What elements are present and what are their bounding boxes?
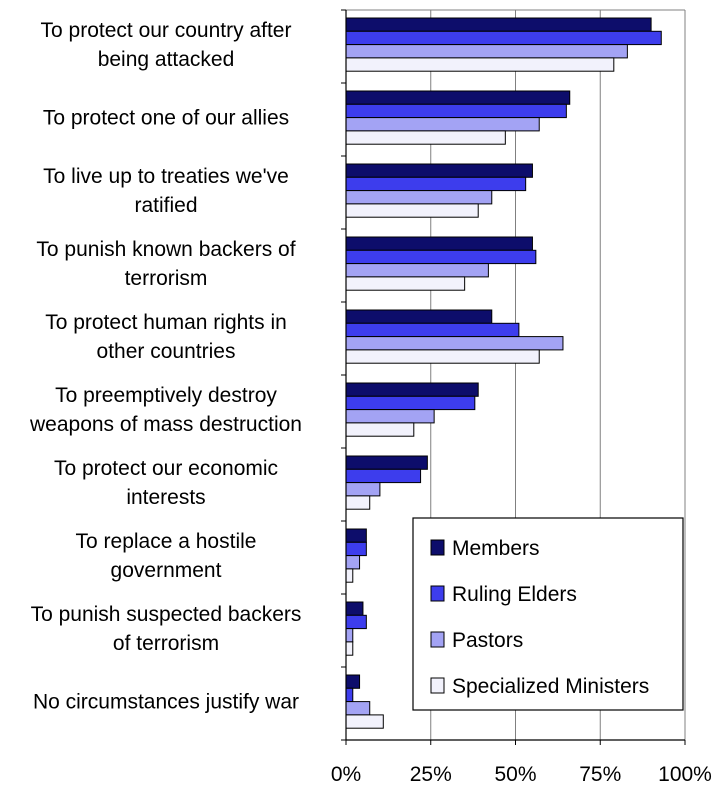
bar-specialized-ministers [345, 641, 354, 656]
bar-members [345, 17, 652, 32]
axes [341, 9, 686, 745]
bar-members [345, 309, 493, 324]
legend: Members Ruling Elders Pastors Specialized M… [412, 517, 684, 711]
bar-ruling-elders [345, 103, 567, 119]
category-label-line: No circumstances justify war [33, 691, 299, 714]
bar-specialized-ministers [345, 714, 384, 729]
legend-swatch [430, 677, 445, 694]
category-label: To punish suspected backers of terrorism [31, 603, 302, 655]
bar-members [345, 455, 428, 470]
category-label-line: other countries [97, 340, 236, 363]
bar-specialized-ministers [345, 349, 540, 364]
bar-specialized-ministers [345, 57, 615, 72]
category-label: To live up to treaties we've ratified [43, 165, 289, 217]
bar-members [345, 674, 361, 689]
bar-specialized-ministers [345, 495, 371, 510]
bar-pastors [345, 44, 628, 59]
x-tick-label: 0% [331, 763, 361, 786]
legend-box [412, 517, 684, 711]
bar-specialized-ministers [345, 568, 354, 583]
bar-ruling-elders [345, 176, 527, 192]
legend-swatch [430, 631, 445, 648]
bar-specialized-ministers [345, 130, 506, 145]
x-tick-label: 50% [494, 763, 536, 786]
bar-members [345, 382, 479, 397]
legend-label: Pastors [452, 629, 523, 652]
category-label-line: To punish known backers of [36, 238, 295, 261]
bar-pastors [345, 117, 540, 132]
category-label-line: interests [126, 486, 205, 509]
category-label: To protect our economic interests [54, 457, 278, 509]
bar-specialized-ministers [345, 276, 466, 291]
category-label: To preemptively destroy weapons of mass d… [29, 384, 302, 436]
category-label-line: To replace a hostile [76, 530, 257, 553]
category-label-line: To preemptively destroy [55, 384, 277, 407]
bars [345, 17, 662, 729]
bar-ruling-elders [345, 468, 422, 484]
category-label-line: To protect human rights in [45, 311, 287, 334]
category-label-line: To punish suspected backers [31, 603, 302, 626]
category-label-line: government [111, 559, 222, 582]
x-tick-label: 75% [579, 763, 621, 786]
legend-label: Specialized Ministers [452, 675, 649, 698]
category-label-line: of terrorism [113, 632, 219, 655]
bar-pastors [345, 190, 493, 205]
category-label: To replace a hostile government [76, 530, 257, 582]
category-label: No circumstances justify war [33, 691, 299, 714]
bar-ruling-elders [345, 614, 367, 630]
bar-members [345, 601, 364, 616]
bar-members [345, 90, 571, 105]
category-label-line: ratified [134, 194, 197, 217]
legend-label: Members [452, 537, 540, 560]
category-labels: To protect our country after being attack… [29, 19, 302, 714]
bar-pastors [345, 555, 361, 570]
bar-ruling-elders [345, 249, 537, 265]
category-label-line: being attacked [98, 48, 235, 71]
bar-ruling-elders [345, 322, 520, 338]
bar-ruling-elders [345, 541, 367, 557]
x-tick-label: 100% [658, 763, 712, 786]
category-label-line: To live up to treaties we've [43, 165, 289, 188]
category-label: To punish known backers of terrorism [36, 238, 295, 290]
bar-pastors [345, 263, 489, 278]
category-label-line: To protect our economic [54, 457, 278, 480]
bar-members [345, 163, 533, 178]
bar-specialized-ministers [345, 422, 415, 437]
bar-pastors [345, 482, 381, 497]
category-label-line: weapons of mass destruction [29, 413, 302, 436]
legend-swatch [430, 539, 445, 556]
bar-pastors [345, 628, 354, 643]
category-label-line: To protect one of our allies [43, 107, 289, 130]
category-label-line: terrorism [125, 267, 208, 290]
bar-members [345, 528, 367, 543]
legend-swatch [430, 585, 445, 602]
x-tick-label: 25% [410, 763, 452, 786]
category-label: To protect one of our allies [43, 107, 289, 130]
bar-specialized-ministers [345, 203, 479, 218]
bar-pastors [345, 336, 564, 351]
bar-ruling-elders [345, 687, 354, 703]
bar-members [345, 236, 533, 251]
tick-labels: 0% 25% 50% 75% 100% [331, 763, 712, 786]
legend-label: Ruling Elders [452, 583, 577, 606]
bar-ruling-elders [345, 395, 476, 411]
category-label: To protect human rights in other countrie… [45, 311, 287, 363]
bar-pastors [345, 701, 371, 716]
category-label-line: To protect our country after [41, 19, 292, 42]
bar-ruling-elders [345, 30, 662, 46]
category-label: To protect our country after being attack… [41, 19, 292, 71]
bar-pastors [345, 409, 435, 424]
